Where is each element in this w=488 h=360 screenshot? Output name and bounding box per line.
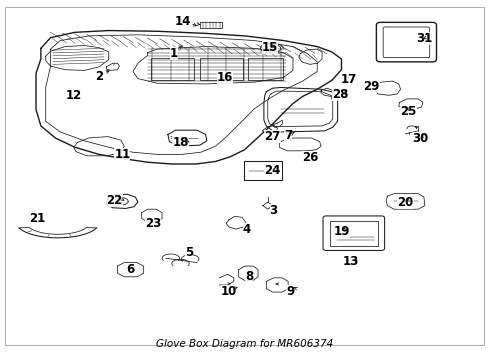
- Text: 22: 22: [106, 194, 122, 207]
- Text: 30: 30: [411, 131, 427, 144]
- Text: 9: 9: [286, 284, 294, 297]
- Bar: [200, 22, 221, 28]
- Text: 8: 8: [244, 270, 253, 283]
- Text: 27: 27: [264, 130, 280, 143]
- Text: 19: 19: [333, 225, 349, 238]
- Text: 24: 24: [264, 163, 280, 176]
- Text: 2: 2: [95, 70, 103, 83]
- Text: 5: 5: [184, 247, 192, 260]
- Text: 17: 17: [341, 73, 357, 86]
- Text: 4: 4: [243, 223, 250, 236]
- Text: 26: 26: [301, 152, 318, 165]
- Text: 21: 21: [29, 212, 45, 225]
- Text: 13: 13: [343, 255, 359, 268]
- Text: 23: 23: [145, 217, 161, 230]
- Bar: [151, 58, 194, 80]
- Text: 18: 18: [172, 136, 188, 149]
- Text: 14: 14: [174, 15, 190, 28]
- Bar: [248, 58, 283, 80]
- Text: 28: 28: [332, 88, 348, 101]
- Text: 20: 20: [397, 195, 413, 208]
- Text: 25: 25: [399, 105, 416, 118]
- Text: 12: 12: [65, 89, 82, 102]
- Text: 7: 7: [284, 129, 292, 142]
- Text: 31: 31: [415, 32, 431, 45]
- Text: 29: 29: [363, 80, 379, 93]
- Bar: [200, 58, 242, 80]
- Text: 6: 6: [126, 263, 134, 276]
- Text: 1: 1: [170, 47, 178, 60]
- Text: 15: 15: [261, 41, 277, 54]
- Text: 16: 16: [217, 71, 233, 84]
- Text: 3: 3: [269, 204, 277, 217]
- Text: Glove Box Diagram for MR606374: Glove Box Diagram for MR606374: [156, 339, 332, 349]
- Text: 11: 11: [114, 148, 130, 161]
- Text: 10: 10: [221, 284, 237, 297]
